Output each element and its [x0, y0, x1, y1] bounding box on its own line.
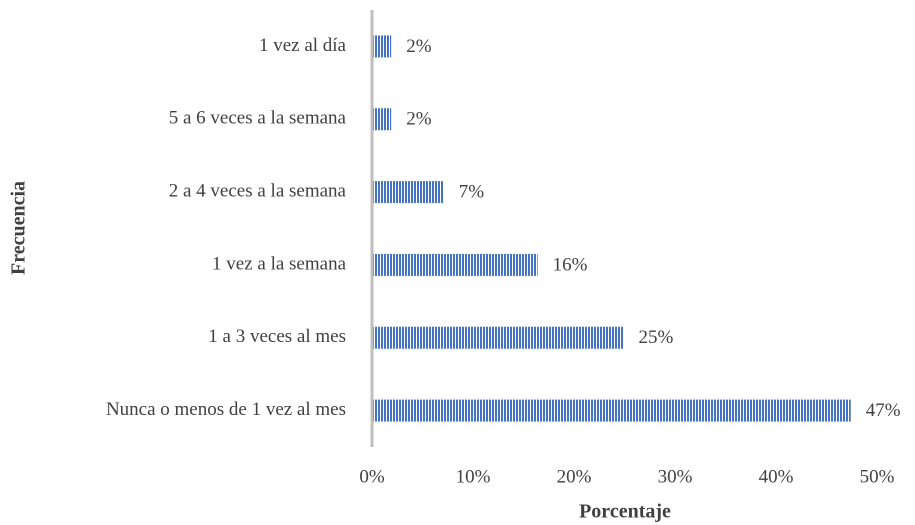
bar	[372, 326, 624, 349]
y-axis-title: Frecuencia	[8, 181, 30, 275]
y-tick-label: 1 vez a la semana	[212, 253, 347, 274]
bar	[372, 181, 444, 204]
x-tick-label: 30%	[658, 466, 693, 487]
x-tick-label: 20%	[557, 466, 592, 487]
value-label: 47%	[866, 400, 901, 421]
y-tick-label: Nunca o menos de 1 vez al mes	[106, 399, 346, 420]
y-tick-label: 1 a 3 veces al mes	[208, 326, 346, 347]
bar	[372, 253, 538, 276]
value-label: 2%	[406, 109, 432, 130]
bar	[372, 35, 392, 58]
bar	[372, 108, 392, 131]
y-tick-label: 2 a 4 veces a la semana	[169, 180, 347, 201]
y-tick-label: 1 vez al día	[259, 35, 347, 56]
value-label: 7%	[459, 181, 485, 202]
x-axis-title: Porcentaje	[579, 501, 671, 523]
x-tick-label: 0%	[359, 466, 385, 487]
y-tick-label: 5 a 6 veces a la semana	[169, 108, 347, 129]
x-tick-label: 10%	[456, 466, 491, 487]
value-label: 2%	[406, 36, 432, 57]
value-label: 16%	[553, 254, 588, 275]
bar	[372, 399, 851, 422]
x-tick-label: 40%	[759, 466, 794, 487]
value-label: 25%	[638, 327, 673, 348]
x-tick-label: 50%	[860, 466, 895, 487]
